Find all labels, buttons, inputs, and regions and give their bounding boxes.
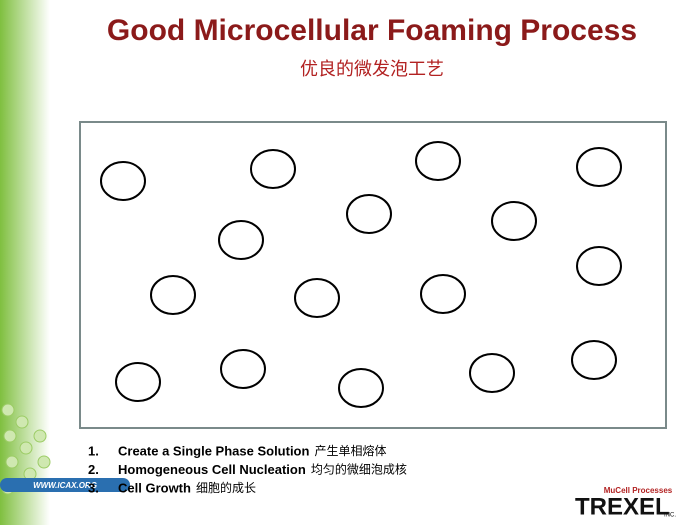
logo-suffix: INC. <box>664 513 676 519</box>
step-number: 3. <box>88 480 99 495</box>
logo-name: TREXEL <box>575 493 670 520</box>
step-number: 1. <box>88 443 99 458</box>
step-text: Create a Single Phase Solution <box>118 443 309 458</box>
subtitle: 优良的微发泡工艺 <box>300 59 444 79</box>
melt-box <box>79 121 667 429</box>
step-text: Cell Growth <box>118 480 191 495</box>
cells <box>100 141 622 408</box>
step-note: 细胞的成长 <box>196 480 256 495</box>
step-text: Homogeneous Cell Nucleation <box>118 462 306 477</box>
step-number: 2. <box>88 462 99 477</box>
watermark-text: WWW.ICAX.ORG <box>33 481 97 490</box>
step-note: 产生单相熔体 <box>314 443 386 458</box>
title: Good Microcellular Foaming Process <box>107 14 637 47</box>
step-note: 均匀的微细泡成核 <box>311 462 407 477</box>
watermark-band <box>0 478 130 492</box>
logo-tagline: MuCell Processes <box>604 486 673 495</box>
step-list: 1. Create a Single Phase Solution 产生单相熔体 2.… <box>88 443 407 495</box>
